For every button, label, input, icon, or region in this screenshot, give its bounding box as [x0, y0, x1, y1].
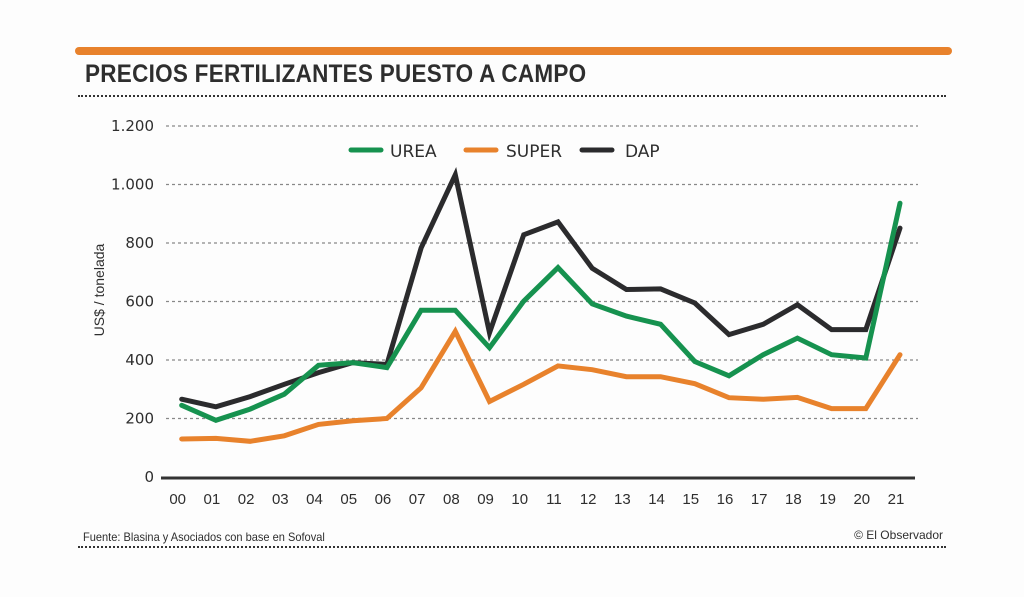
- x-tick-label: 04: [306, 491, 323, 508]
- x-tick-label: 13: [614, 491, 631, 508]
- x-tick-label: 14: [648, 491, 665, 508]
- legend: UREA SUPER DAP: [348, 142, 660, 162]
- x-tick-label: 10: [511, 491, 528, 508]
- y-tick-label: 200: [125, 410, 154, 428]
- legend-label-super: SUPER: [506, 142, 562, 162]
- x-tick-label: 18: [785, 491, 802, 508]
- x-tick-label: 05: [340, 491, 357, 508]
- y-tick-label: 1.000: [111, 176, 154, 194]
- series-lines: [179, 167, 903, 444]
- chart-title: PRECIOS FERTILIZANTES PUESTO A CAMPO: [85, 60, 587, 88]
- y-tick-label: 0: [144, 468, 154, 486]
- x-tick-label: 20: [853, 491, 870, 508]
- legend-label-urea: UREA: [390, 142, 437, 162]
- series-line-super: [179, 326, 903, 444]
- x-tick-label: 19: [819, 491, 836, 508]
- x-tick-label: 15: [682, 491, 699, 508]
- copyright-credit: © El Observador: [854, 528, 943, 542]
- x-tick-labels: 00 01 02 03 04 05 06 07 08 09 10 11 12 13 14 15 16 17 18 19…: [169, 491, 904, 508]
- x-tick-label: 08: [443, 491, 460, 508]
- legend-label-dap: DAP: [625, 142, 660, 162]
- x-tick-label: 17: [751, 491, 768, 508]
- x-tick-label: 09: [477, 491, 494, 508]
- y-tick-label: 600: [125, 293, 154, 311]
- x-tick-label: 03: [272, 491, 289, 508]
- x-tick-label: 11: [546, 491, 562, 508]
- footer-divider: [78, 546, 946, 548]
- x-tick-label: 02: [238, 491, 255, 508]
- title-divider: [78, 95, 946, 97]
- source-note: Fuente: Blasina y Asociados con base en …: [83, 530, 325, 544]
- x-tick-label: 00: [169, 491, 186, 508]
- accent-bar: [75, 47, 952, 55]
- series-line-dap: [179, 167, 903, 410]
- gridlines: [161, 125, 918, 480]
- y-axis-label: US$ / tonelada: [91, 243, 107, 336]
- x-tick-label: 01: [204, 491, 221, 508]
- x-tick-label: 12: [580, 491, 597, 508]
- y-tick-label: 1.200: [111, 117, 154, 135]
- y-tick-label: 800: [125, 234, 154, 252]
- x-tick-label: 07: [409, 491, 426, 508]
- x-tick-label: 16: [717, 491, 734, 508]
- y-tick-label: 400: [125, 351, 154, 369]
- series-line-urea: [179, 200, 903, 423]
- y-tick-labels: 0 200 400 600 800 1.000 1.200: [111, 117, 154, 486]
- x-tick-label: 06: [375, 491, 392, 508]
- x-tick-label: 21: [888, 491, 905, 508]
